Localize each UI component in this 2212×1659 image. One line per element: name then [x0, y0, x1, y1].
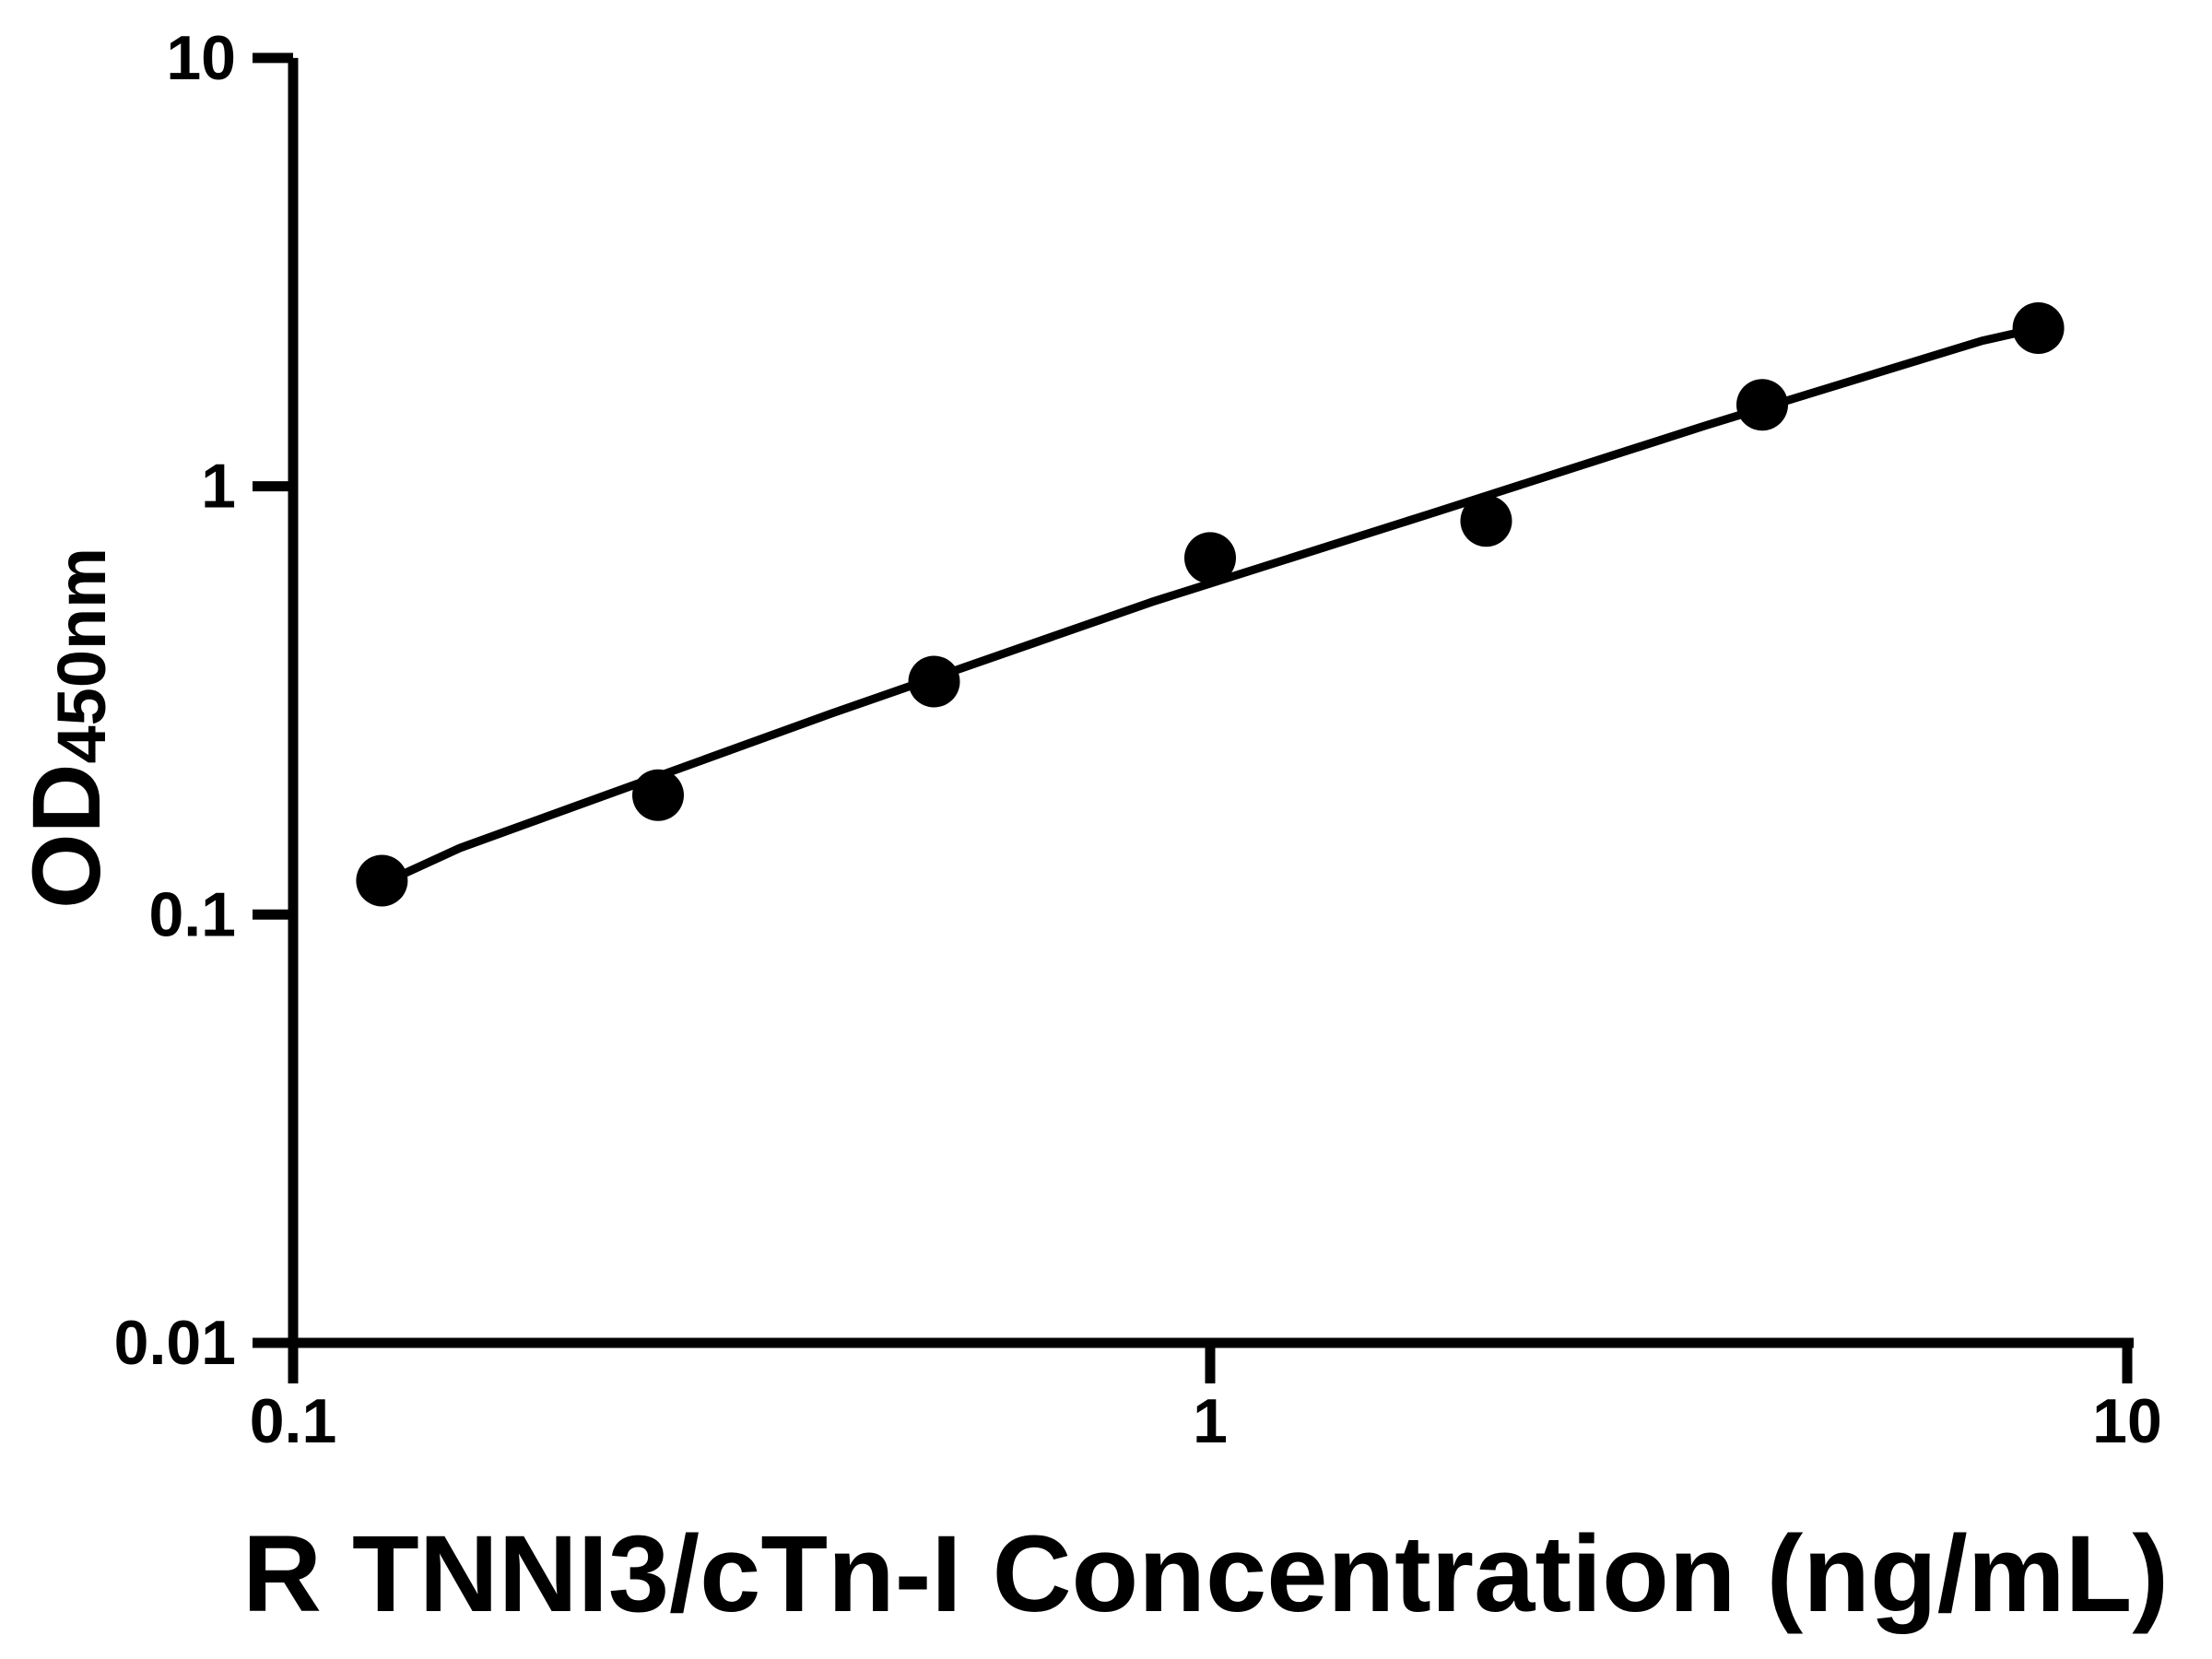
axis-ticks — [253, 53, 2133, 1383]
y-axis-title: OD450nm — [13, 547, 121, 909]
data-point — [1184, 532, 1236, 584]
x-tick-label-1: 1 — [1193, 1386, 1228, 1456]
x-axis-title: R TNNI3/cTn-I Concentration (ng/mL) — [242, 1513, 2169, 1635]
y-tick-label-10: 10 — [166, 23, 236, 93]
data-point — [1460, 495, 1512, 547]
data-point — [632, 769, 684, 821]
y-axis-title-subscript: 450nm — [43, 547, 120, 763]
y-tick-label-0.1: 0.1 — [148, 879, 236, 949]
data-point — [356, 854, 408, 907]
axes — [288, 57, 2134, 1348]
y-tick-label-0.01: 0.01 — [114, 1308, 236, 1378]
x-tick-label-0.1: 0.1 — [250, 1386, 337, 1456]
data-point — [908, 655, 960, 708]
x-tick-label-10: 10 — [2092, 1386, 2162, 1456]
data-point — [1736, 379, 1788, 431]
y-axis-title-base: OD — [13, 763, 121, 909]
data-points — [356, 302, 2065, 907]
y-tick-label-1: 1 — [201, 452, 236, 522]
data-point — [2012, 302, 2065, 354]
fit-line — [377, 324, 2043, 888]
